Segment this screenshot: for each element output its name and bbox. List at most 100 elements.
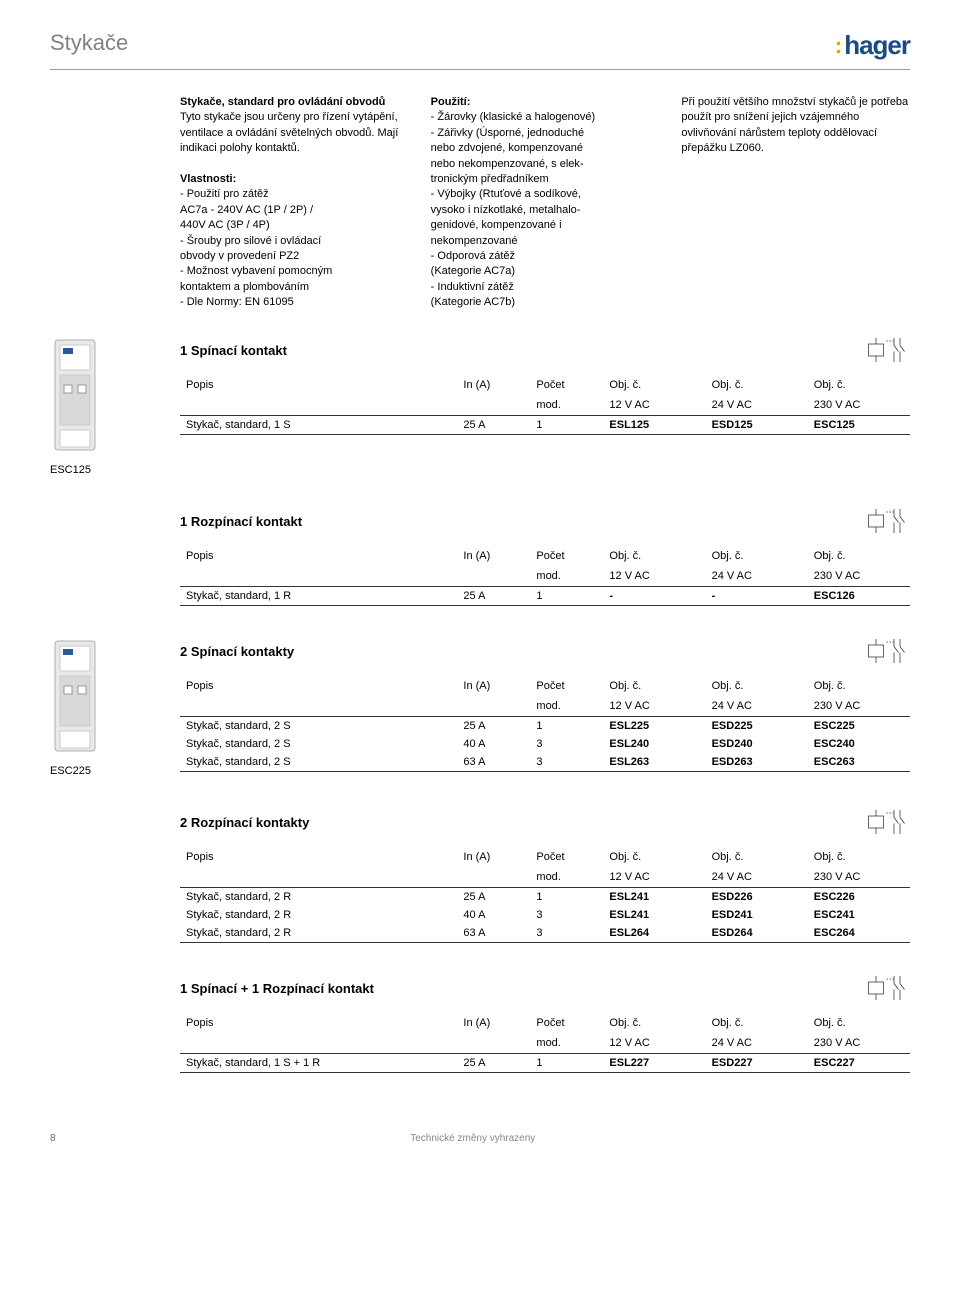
cell-mod: 1 <box>530 416 603 435</box>
cell-in: 40 A <box>457 735 530 753</box>
cell-desc: Stykač, standard, 2 R <box>180 924 457 943</box>
circuit-symbol-icon <box>860 973 910 1003</box>
cell-in: 25 A <box>457 587 530 606</box>
th-230v: 230 V AC <box>808 696 910 717</box>
catalog-section: 1 Spínací + 1 Rozpínací kontakt Popis In… <box>50 973 910 1073</box>
cell-mod: 1 <box>530 888 603 907</box>
cell-code-230v: ESC227 <box>808 1054 910 1073</box>
product-code-label: ESC225 <box>50 765 180 777</box>
th-12v: 12 V AC <box>603 867 705 888</box>
cell-in: 63 A <box>457 753 530 772</box>
table-row: Stykač, standard, 2 S 40 A 3 ESL240 ESD2… <box>180 735 910 753</box>
th-mod: mod. <box>530 395 603 416</box>
th-24v: 24 V AC <box>706 566 808 587</box>
cell-code-12v: ESL241 <box>603 888 705 907</box>
intro-col2-title: Použití: <box>431 96 471 108</box>
th-popis: Popis <box>180 375 457 395</box>
catalog-section: 1 Rozpínací kontakt Popis In (A) Počet O… <box>50 506 910 606</box>
th-obj-24: Obj. č. <box>706 1013 808 1033</box>
th-popis: Popis <box>180 1013 457 1033</box>
cell-code-230v: ESC240 <box>808 735 910 753</box>
th-24v: 24 V AC <box>706 867 808 888</box>
product-image-icon <box>50 636 100 756</box>
th-obj-230: Obj. č. <box>808 375 910 395</box>
intro-col-3: Při použití většího množství stykačů je … <box>681 95 910 310</box>
th-obj-24: Obj. č. <box>706 375 808 395</box>
product-image-icon <box>50 335 100 455</box>
circuit-symbol-icon <box>860 807 910 837</box>
table-row: Stykač, standard, 1 S + 1 R 25 A 1 ESL22… <box>180 1054 910 1073</box>
cell-mod: 3 <box>530 924 603 943</box>
table-row: Stykač, standard, 1 R 25 A 1 - - ESC126 <box>180 587 910 606</box>
cell-mod: 1 <box>530 1054 603 1073</box>
cell-mod: 3 <box>530 735 603 753</box>
th-mod: mod. <box>530 566 603 587</box>
page-footer: 8 Technické změny vyhrazeny <box>50 1123 910 1144</box>
th-obj-12: Obj. č. <box>603 847 705 867</box>
catalog-section: 2 Rozpínací kontakty Popis In (A) Počet … <box>50 807 910 943</box>
intro-col3-body: Při použití většího množství stykačů je … <box>681 96 908 154</box>
page-header: Stykače : hager <box>50 30 910 70</box>
th-obj-12: Obj. č. <box>603 375 705 395</box>
th-obj-24: Obj. č. <box>706 676 808 696</box>
th-mod: mod. <box>530 1033 603 1054</box>
circuit-symbol-icon <box>860 506 910 536</box>
th-230v: 230 V AC <box>808 1033 910 1054</box>
cell-code-230v: ESC241 <box>808 906 910 924</box>
th-obj-230: Obj. č. <box>808 546 910 566</box>
th-obj-230: Obj. č. <box>808 676 910 696</box>
th-12v: 12 V AC <box>603 395 705 416</box>
th-popis: Popis <box>180 546 457 566</box>
th-obj-12: Obj. č. <box>603 546 705 566</box>
cell-code-24v: ESD263 <box>706 753 808 772</box>
th-230v: 230 V AC <box>808 867 910 888</box>
intro-col2-items: - Žárovky (klasické a halogenové) - Záři… <box>431 111 595 308</box>
cell-code-12v: ESL225 <box>603 717 705 736</box>
table-row: Stykač, standard, 2 S 63 A 3 ESL263 ESD2… <box>180 753 910 772</box>
th-pocet: Počet <box>530 847 603 867</box>
th-12v: 12 V AC <box>603 566 705 587</box>
cell-code-230v: ESC226 <box>808 888 910 907</box>
intro-columns: Stykače, standard pro ovládání obvodů Ty… <box>180 95 910 310</box>
intro-col-2: Použití: - Žárovky (klasické a halogenov… <box>431 95 660 310</box>
product-table: Popis In (A) Počet Obj. č. Obj. č. Obj. … <box>180 847 910 943</box>
product-image-column: ESC125 <box>50 335 180 476</box>
th-popis: Popis <box>180 847 457 867</box>
th-24v: 24 V AC <box>706 1033 808 1054</box>
cell-in: 25 A <box>457 1054 530 1073</box>
th-obj-24: Obj. č. <box>706 847 808 867</box>
page-title: Stykače <box>50 30 128 56</box>
th-popis: Popis <box>180 676 457 696</box>
cell-mod: 3 <box>530 906 603 924</box>
table-row: Stykač, standard, 2 S 25 A 1 ESL225 ESD2… <box>180 717 910 736</box>
product-code-label: ESC125 <box>50 464 180 476</box>
cell-code-24v: ESD125 <box>706 416 808 435</box>
product-table: Popis In (A) Počet Obj. č. Obj. č. Obj. … <box>180 676 910 772</box>
th-pocet: Počet <box>530 546 603 566</box>
cell-code-24v: ESD225 <box>706 717 808 736</box>
cell-mod: 1 <box>530 717 603 736</box>
th-mod: mod. <box>530 867 603 888</box>
intro-col1-title: Stykače, standard pro ovládání obvodů <box>180 96 385 108</box>
cell-code-230v: ESC225 <box>808 717 910 736</box>
cell-code-230v: ESC126 <box>808 587 910 606</box>
section-title: 1 Rozpínací kontakt <box>180 514 302 529</box>
cell-code-230v: ESC264 <box>808 924 910 943</box>
cell-code-12v: ESL227 <box>603 1054 705 1073</box>
cell-desc: Stykač, standard, 1 S <box>180 416 457 435</box>
th-in: In (A) <box>457 1013 530 1033</box>
th-in: In (A) <box>457 847 530 867</box>
th-obj-12: Obj. č. <box>603 1013 705 1033</box>
catalog-section: ESC225 2 Spínací kontakty Popis I <box>50 636 910 777</box>
cell-desc: Stykač, standard, 2 R <box>180 906 457 924</box>
th-mod: mod. <box>530 696 603 717</box>
th-obj-230: Obj. č. <box>808 847 910 867</box>
cell-desc: Stykač, standard, 2 R <box>180 888 457 907</box>
th-24v: 24 V AC <box>706 696 808 717</box>
th-pocet: Počet <box>530 676 603 696</box>
logo-text: hager <box>844 30 910 61</box>
cell-code-12v: ESL125 <box>603 416 705 435</box>
th-in: In (A) <box>457 676 530 696</box>
cell-code-12v: ESL263 <box>603 753 705 772</box>
cell-in: 63 A <box>457 924 530 943</box>
